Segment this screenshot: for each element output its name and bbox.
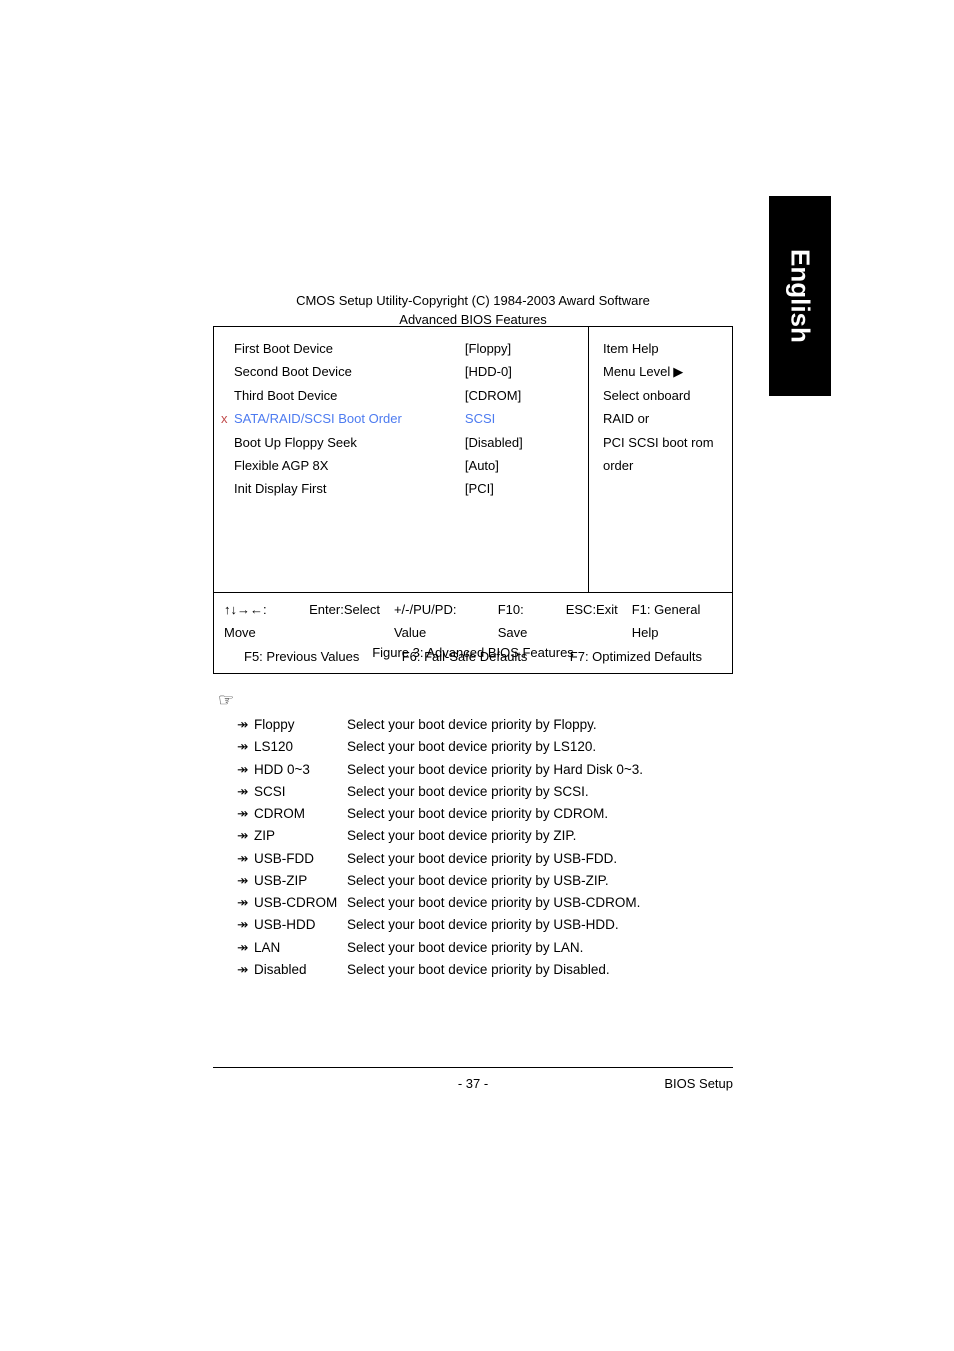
bios-row-value: [Auto]: [465, 454, 578, 477]
option-marker-icon: ↠: [237, 959, 254, 981]
option-name: Disabled: [254, 959, 347, 981]
option-desc: Select your boot device priority by SCSI…: [347, 781, 643, 803]
option-desc: Select your boot device priority by CDRO…: [347, 803, 643, 825]
option-row-1: ↠LS120Select your boot device priority b…: [237, 736, 643, 758]
footer-section-name: BIOS Setup: [664, 1076, 733, 1091]
language-tab-text: English: [785, 249, 816, 343]
option-row-0: ↠FloppySelect your boot device priority …: [237, 714, 643, 736]
help-title: Item Help: [603, 337, 722, 360]
menu-level-label: Menu Level: [603, 360, 670, 383]
option-name: CDROM: [254, 803, 347, 825]
option-row-9: ↠USB-HDDSelect your boot device priority…: [237, 914, 643, 936]
option-marker-icon: ↠: [237, 736, 254, 758]
option-name: ZIP: [254, 825, 347, 847]
option-row-5: ↠ZIPSelect your boot device priority by …: [237, 825, 643, 847]
help-line-0: Select onboard RAID or: [603, 384, 722, 431]
figure-caption: Figure 3: Advanced BIOS Features: [213, 645, 733, 660]
bios-row-label: Second Boot Device: [234, 360, 465, 383]
bios-body: First Boot Device[Floppy]Second Boot Dev…: [214, 327, 732, 592]
arrow-right-icon: ▶: [673, 360, 683, 383]
option-desc: Select your boot device priority by ZIP.: [347, 825, 643, 847]
option-marker-icon: ↠: [237, 781, 254, 803]
bios-row-label: First Boot Device: [234, 337, 465, 360]
option-desc: Select your boot device priority by LAN.: [347, 937, 643, 959]
menu-level-row: Menu Level ▶: [603, 360, 722, 383]
option-row-6: ↠USB-FDDSelect your boot device priority…: [237, 848, 643, 870]
option-desc: Select your boot device priority by USB-…: [347, 914, 643, 936]
option-row-8: ↠USB-CDROMSelect your boot device priori…: [237, 892, 643, 914]
option-name: USB-CDROM: [254, 892, 347, 914]
help-line-2: order: [603, 454, 722, 477]
option-name: SCSI: [254, 781, 347, 803]
footer-key-3: F10: Save: [498, 598, 552, 645]
bios-row-5: Flexible AGP 8X[Auto]: [234, 454, 578, 477]
bios-row-3: xSATA/RAID/SCSI Boot OrderSCSI: [234, 407, 578, 430]
boot-options-list: ↠FloppySelect your boot device priority …: [237, 714, 643, 981]
bios-row-label: Third Boot Device: [234, 384, 465, 407]
option-name: USB-HDD: [254, 914, 347, 936]
option-desc: Select your boot device priority by LS12…: [347, 736, 643, 758]
bios-row-label: Init Display First: [234, 477, 465, 500]
page-footer: - 37 - BIOS Setup: [213, 1067, 733, 1091]
footer-key-4: ESC:Exit: [566, 598, 618, 645]
option-marker-icon: ↠: [237, 937, 254, 959]
option-name: Floppy: [254, 714, 347, 736]
option-desc: Select your boot device priority by USB-…: [347, 848, 643, 870]
bios-row-label: Flexible AGP 8X: [234, 454, 465, 477]
option-row-11: ↠DisabledSelect your boot device priorit…: [237, 959, 643, 981]
bios-help-panel: Item Help Menu Level ▶ Select onboard RA…: [589, 327, 732, 592]
disabled-marker-icon: x: [221, 407, 228, 430]
option-desc: Select your boot device priority by USB-…: [347, 870, 643, 892]
footer-key-5: F1: General Help: [632, 598, 722, 645]
bios-table: First Boot Device[Floppy]Second Boot Dev…: [213, 326, 733, 674]
bios-row-value: [PCI]: [465, 477, 578, 500]
option-marker-icon: ↠: [237, 825, 254, 847]
bios-row-value: [HDD-0]: [465, 360, 578, 383]
bios-row-1: Second Boot Device[HDD-0]: [234, 360, 578, 383]
bios-row-value: [Floppy]: [465, 337, 578, 360]
footer-key-1: Enter:Select: [309, 598, 380, 645]
option-marker-icon: ↠: [237, 714, 254, 736]
language-tab: English: [769, 196, 831, 396]
bios-row-6: Init Display First[PCI]: [234, 477, 578, 500]
bios-settings-panel: First Boot Device[Floppy]Second Boot Dev…: [214, 327, 589, 592]
option-desc: Select your boot device priority by USB-…: [347, 892, 643, 914]
option-marker-icon: ↠: [237, 914, 254, 936]
footer-key-0: ↑↓→←: Move: [224, 598, 295, 645]
option-row-7: ↠USB-ZIPSelect your boot device priority…: [237, 870, 643, 892]
bios-row-value: SCSI: [465, 407, 578, 430]
option-marker-icon: ↠: [237, 848, 254, 870]
option-marker-icon: ↠: [237, 870, 254, 892]
option-name: USB-FDD: [254, 848, 347, 870]
option-name: HDD 0~3: [254, 759, 347, 781]
bios-row-2: Third Boot Device[CDROM]: [234, 384, 578, 407]
page-subtitle: Advanced BIOS Features: [213, 312, 733, 327]
option-name: LS120: [254, 736, 347, 758]
option-row-2: ↠HDD 0~3Select your boot device priority…: [237, 759, 643, 781]
bios-row-label: Boot Up Floppy Seek: [234, 431, 465, 454]
bios-row-4: Boot Up Floppy Seek[Disabled]: [234, 431, 578, 454]
option-marker-icon: ↠: [237, 803, 254, 825]
header-copyright: CMOS Setup Utility-Copyright (C) 1984-20…: [213, 293, 733, 308]
option-row-3: ↠SCSISelect your boot device priority by…: [237, 781, 643, 803]
option-row-4: ↠CDROMSelect your boot device priority b…: [237, 803, 643, 825]
bios-row-label: SATA/RAID/SCSI Boot Order: [234, 407, 465, 430]
footer-keys-row1: ↑↓→←: Move Enter:Select +/-/PU/PD: Value F1…: [224, 598, 722, 645]
bios-footer: ↑↓→←: Move Enter:Select +/-/PU/PD: Value F1…: [214, 592, 732, 673]
option-desc: Select your boot device priority by Disa…: [347, 959, 643, 981]
option-name: LAN: [254, 937, 347, 959]
page-number: - 37 -: [458, 1076, 488, 1091]
option-marker-icon: ↠: [237, 892, 254, 914]
bios-row-0: First Boot Device[Floppy]: [234, 337, 578, 360]
option-desc: Select your boot device priority by Hard…: [347, 759, 643, 781]
help-line-1: PCI SCSI boot rom: [603, 431, 722, 454]
bios-row-value: [CDROM]: [465, 384, 578, 407]
option-name: USB-ZIP: [254, 870, 347, 892]
pointer-icon: ☞: [218, 690, 234, 711]
bios-row-value: [Disabled]: [465, 431, 578, 454]
option-row-10: ↠LANSelect your boot device priority by …: [237, 937, 643, 959]
option-marker-icon: ↠: [237, 759, 254, 781]
option-desc: Select your boot device priority by Flop…: [347, 714, 643, 736]
footer-key-2: +/-/PU/PD: Value: [394, 598, 484, 645]
